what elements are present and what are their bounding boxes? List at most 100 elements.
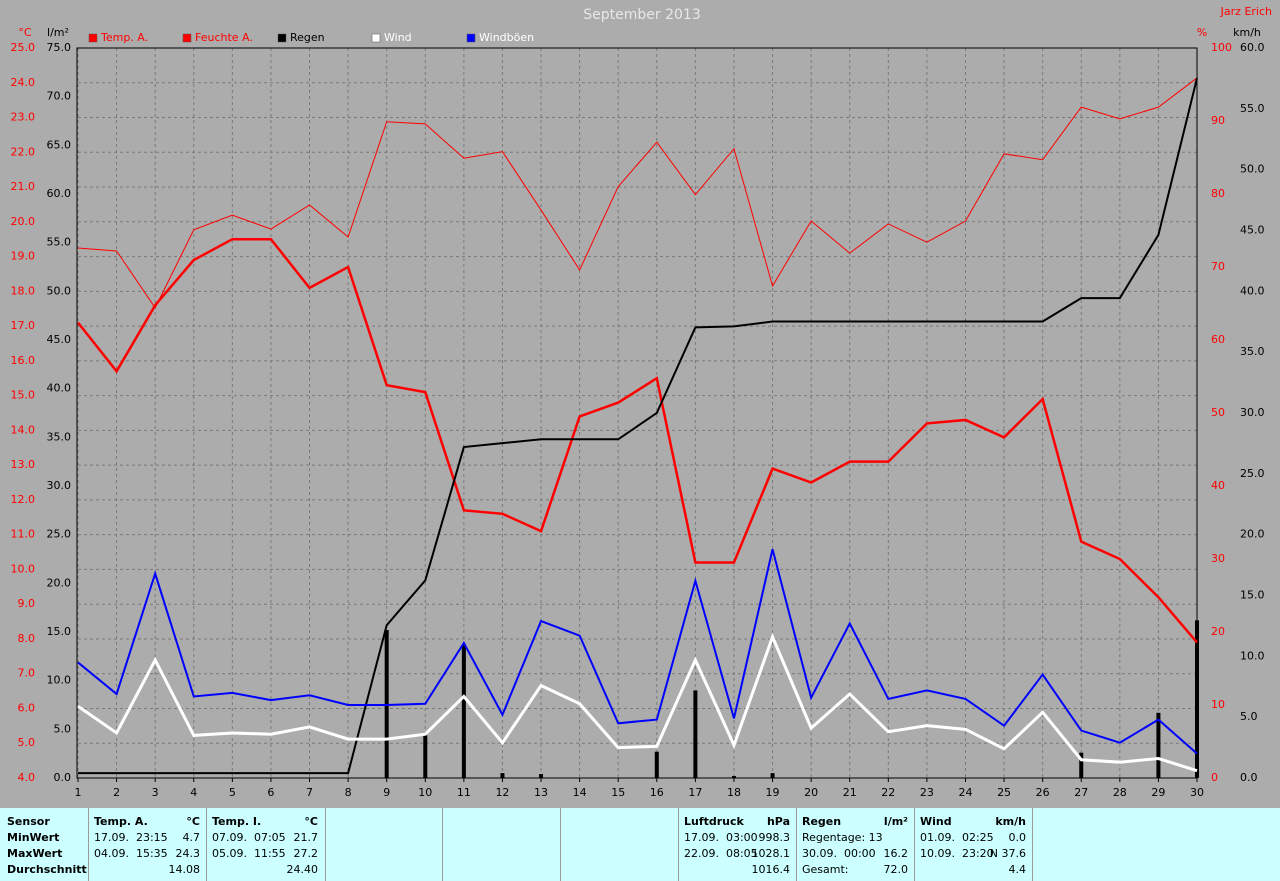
y-tick-label: 10 (1211, 698, 1225, 711)
y-tick-label: 20 (1211, 625, 1225, 638)
cell-value: 1016.4 (751, 863, 791, 876)
legend-label: Temp. A. (100, 31, 148, 44)
cell-divider (796, 808, 797, 881)
x-tick-label: 10 (418, 786, 432, 799)
legend-label: Windböen (479, 31, 534, 44)
rain-bar (500, 773, 505, 778)
y-tick-label: 22.0 (11, 145, 36, 158)
y-tick-label: 25.0 (1240, 467, 1265, 480)
y-tick-label: 24.0 (11, 76, 36, 89)
row-label: MinWert (7, 831, 60, 844)
column-title: Wind (920, 815, 952, 828)
cell-left: 07.09. 07:05 (212, 831, 286, 844)
y-tick-label: 12.0 (11, 493, 36, 506)
cell-value: 24.40 (286, 863, 319, 876)
y-tick-label: 35.0 (1240, 345, 1265, 358)
y-tick-label: 20.0 (47, 576, 72, 589)
data-line (78, 77, 1198, 775)
rain-bar (693, 690, 698, 778)
cell-left: 10.09. 23:20 (920, 847, 994, 860)
x-tick-label: 8 (345, 786, 352, 799)
rain-bar (731, 776, 736, 778)
chart-title: September 2013 (583, 7, 700, 23)
y-tick-label: 40.0 (1240, 284, 1265, 297)
column-unit: km/h (995, 815, 1026, 828)
axis-unit: % (1197, 26, 1207, 39)
rain-bar (770, 773, 775, 778)
cell-value: 1028.1 (751, 847, 791, 860)
data-line (77, 549, 1198, 755)
y-tick-label: 75.0 (47, 41, 72, 54)
cell-value: 4.4 (1008, 863, 1027, 876)
y-tick-label: 30 (1211, 552, 1225, 565)
legend-swatch (182, 33, 192, 43)
x-tick-label: 6 (267, 786, 274, 799)
cell-left: 17.09. 03:00 (684, 831, 758, 844)
cell-left: Gesamt: (802, 863, 849, 876)
y-tick-label: 19.0 (11, 250, 36, 263)
y-tick-label: 60 (1211, 333, 1225, 346)
rain-bar (423, 735, 428, 778)
x-tick-label: 16 (650, 786, 664, 799)
row-label: Durchschnitt (7, 863, 87, 876)
legend-swatch (88, 33, 98, 43)
cell-value: 72.0 (883, 863, 909, 876)
cell-divider (325, 808, 326, 881)
y-tick-label: 50 (1211, 406, 1225, 419)
axis-unit: °C (18, 26, 32, 39)
x-tick-label: 21 (843, 786, 857, 799)
y-tick-label: 40.0 (47, 382, 72, 395)
rain-bar (1079, 752, 1084, 778)
y-tick-label: 15.0 (1240, 589, 1265, 602)
x-tick-label: 28 (1113, 786, 1127, 799)
cell-divider (88, 808, 89, 881)
legend-swatch (371, 33, 381, 43)
y-tick-label: 5.0 (54, 722, 72, 735)
cell-divider (560, 808, 561, 881)
y-tick-label: 0.0 (54, 771, 72, 784)
rain-bar (654, 751, 659, 778)
y-tick-label: 15.0 (11, 389, 36, 402)
y-tick-label: 55.0 (47, 236, 72, 249)
chart: September 2013 Jarz Erich °C l/m² % km/h… (11, 5, 1273, 799)
y-tick-label: 0.0 (1240, 771, 1258, 784)
cell-left: 17.09. 23:15 (94, 831, 168, 844)
y-tick-label: 70.0 (47, 90, 72, 103)
y-tick-label: 30.0 (1240, 406, 1265, 419)
y-tick-label: 15.0 (47, 625, 72, 638)
x-tick-label: 26 (1036, 786, 1050, 799)
x-tick-label: 24 (958, 786, 972, 799)
y-tick-label: 13.0 (11, 458, 36, 471)
column-title: Luftdruck (684, 815, 744, 828)
rain-bar (1195, 620, 1199, 778)
x-tick-label: 3 (152, 786, 159, 799)
y-tick-label: 5.0 (18, 736, 36, 749)
y-tick-label: 9.0 (18, 597, 36, 610)
y-tick-label: 25.0 (47, 528, 72, 541)
cell-value: N 37.6 (989, 847, 1026, 860)
x-tick-label: 7 (306, 786, 313, 799)
y-tick-label: 80 (1211, 187, 1225, 200)
y-tick-label: 45.0 (1240, 224, 1265, 237)
cell-value: 0.0 (1008, 831, 1027, 844)
legend-swatch (277, 33, 287, 43)
y-tick-label: 100 (1211, 41, 1232, 54)
row-label: MaxWert (7, 847, 63, 860)
x-tick-label: 12 (495, 786, 509, 799)
x-tick-label: 20 (804, 786, 818, 799)
y-tick-label: 23.0 (11, 111, 36, 124)
x-tick-label: 19 (766, 786, 780, 799)
cell-left: Regentage: 13 (802, 831, 883, 844)
x-tick-label: 9 (383, 786, 390, 799)
y-tick-label: 17.0 (11, 319, 36, 332)
y-tick-label: 7.0 (18, 667, 36, 680)
x-tick-label: 15 (611, 786, 625, 799)
y-tick-label: 60.0 (47, 187, 72, 200)
y-tick-label: 90 (1211, 114, 1225, 127)
x-tick-label: 30 (1190, 786, 1204, 799)
cell-value: 16.2 (883, 847, 909, 860)
x-tick-label: 1 (75, 786, 82, 799)
row-label: Sensor (7, 815, 50, 828)
y-tick-label: 50.0 (1240, 163, 1265, 176)
